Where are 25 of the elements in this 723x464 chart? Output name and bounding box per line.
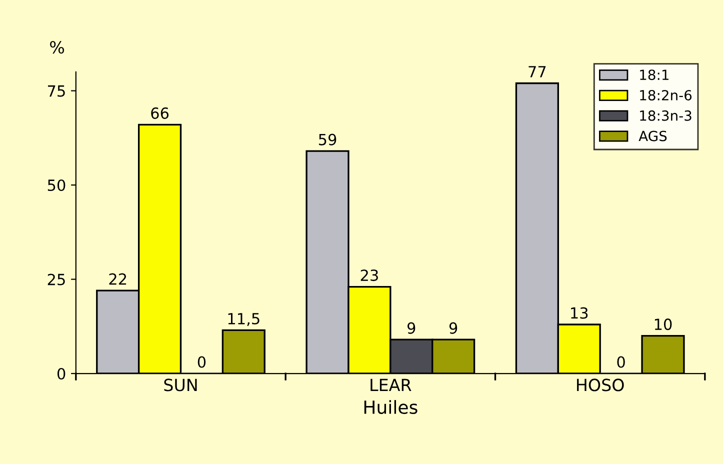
data-label: 9 — [407, 322, 416, 334]
data-label: 23 — [360, 270, 378, 282]
data-label: 22 — [109, 273, 126, 285]
y-tick-label: 75 — [48, 85, 65, 97]
legend-label: AGS — [638, 130, 667, 142]
data-label: 10 — [654, 318, 672, 330]
y-axis-title: % — [50, 41, 64, 54]
legend-label: 18:2n-6 — [640, 90, 692, 100]
data-label: 59 — [318, 134, 336, 146]
x-tick-label: SUN — [164, 378, 197, 392]
data-label: 13 — [571, 307, 588, 319]
y-tick-label: 0 — [57, 368, 66, 380]
data-label: 77 — [528, 66, 546, 78]
data-label: 66 — [151, 107, 169, 119]
y-tick-label: 25 — [48, 274, 65, 286]
x-tick-label: HOSO — [577, 378, 624, 392]
data-label: 9 — [449, 322, 458, 334]
y-tick-label: 50 — [48, 179, 66, 192]
data-label: 0 — [198, 356, 206, 368]
legend-label: 18:1 — [640, 70, 668, 80]
data-label: 11,5 — [228, 313, 260, 326]
x-axis-title: Huiles — [364, 400, 418, 414]
data-label: 0 — [617, 356, 625, 368]
legend-label: 18:3n-3 — [640, 110, 692, 121]
x-tick-label: LEAR — [370, 378, 412, 392]
